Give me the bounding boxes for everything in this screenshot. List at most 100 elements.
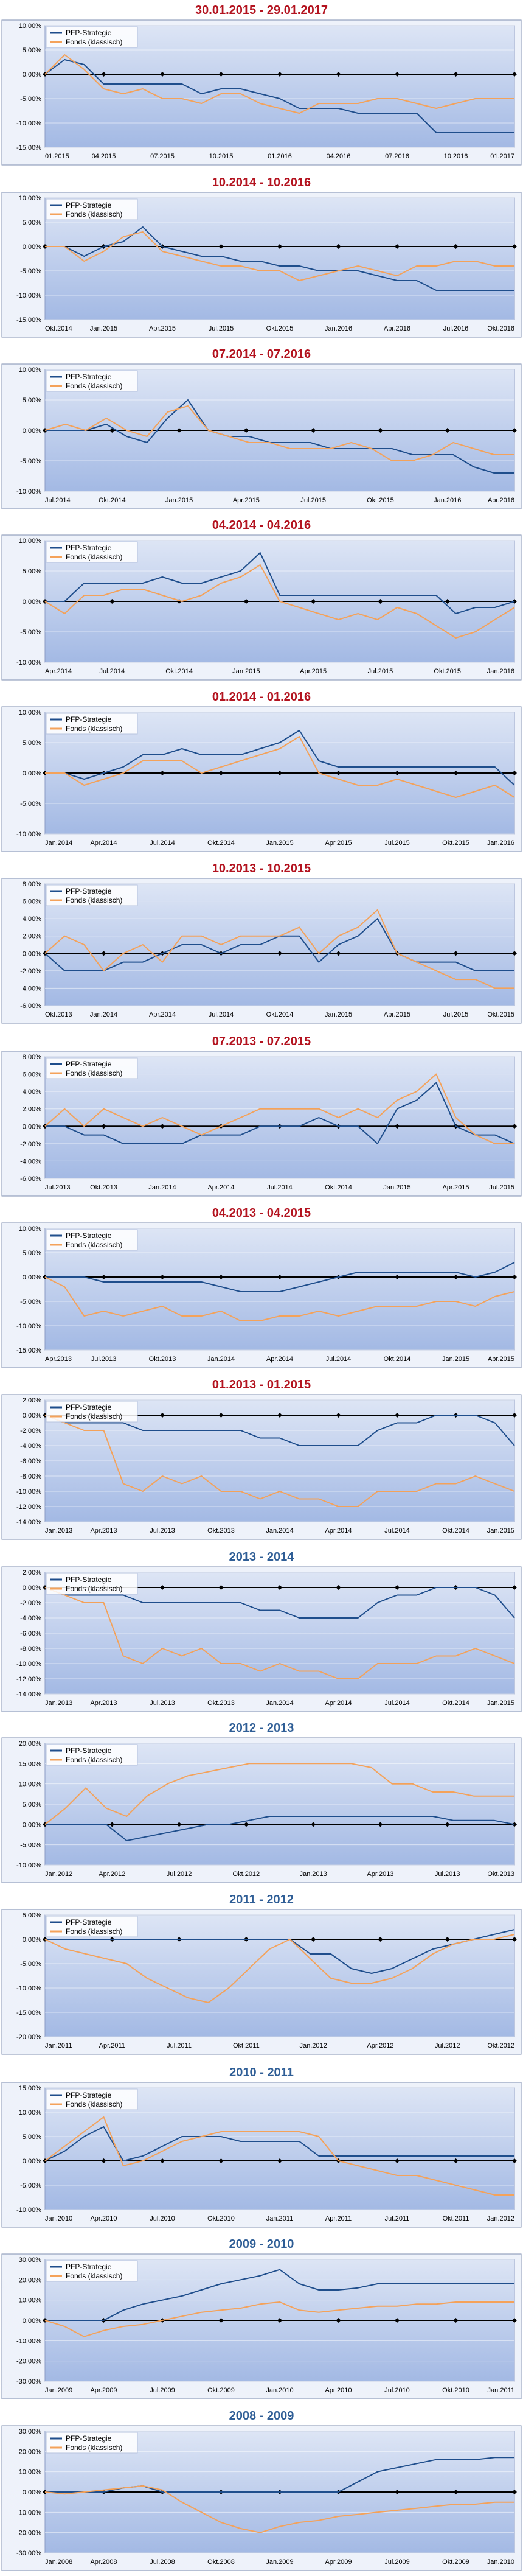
x-tick-label: 10.2015	[209, 153, 234, 160]
zero-line-marker	[277, 1275, 282, 1279]
x-tick-label: Okt.2013	[207, 1527, 235, 1535]
zero-line-marker	[101, 1275, 106, 1279]
legend-label: PFP-Strategie	[66, 29, 112, 37]
x-tick-label: Apr.2014	[45, 668, 72, 675]
series-line-fonds	[44, 1763, 514, 1825]
y-tick-label: 5,00%	[23, 47, 41, 54]
y-tick-label: 10,00%	[19, 23, 42, 30]
y-tick-label: 10,00%	[19, 1781, 42, 1788]
zero-line-marker	[445, 599, 450, 604]
y-tick-label: -20,00%	[16, 2530, 41, 2537]
x-tick-label: Jan.2015	[165, 497, 193, 504]
zero-line-marker	[512, 244, 517, 249]
legend-box	[46, 2088, 138, 2110]
x-tick-label: Jan.2014	[45, 839, 72, 847]
series-line-fonds	[44, 2301, 514, 2337]
x-tick-label: Apr.2014	[325, 1527, 352, 1535]
chart-title: 01.2013 - 01.2015	[212, 1378, 311, 1391]
y-tick-label: 20,00%	[19, 2448, 42, 2455]
y-tick-label: 5,00%	[23, 740, 41, 747]
zero-line-marker	[160, 1124, 165, 1129]
zero-line-marker	[160, 1585, 165, 1590]
zero-line-marker	[277, 951, 282, 956]
x-tick-label: Okt.2014	[266, 1011, 294, 1018]
x-tick-label: Jan.2015	[442, 1356, 469, 1363]
x-tick-label: Jul.2015	[300, 497, 326, 504]
x-tick-label: Apr.2009	[90, 2387, 117, 2394]
line-chart: 30,00% 20,00% 10,00% 0,00% -10,00% -20,00% -30…	[1, 2253, 522, 2399]
y-tick-label: -14,00%	[16, 1691, 41, 1698]
line-chart: 10,00% 5,00% 0,00% -5,00% -10,00% -15,00% Okt.…	[1, 192, 522, 338]
x-tick-label: Okt.2013	[487, 1871, 514, 1878]
x-tick-label: Jan.2014	[266, 1699, 293, 1707]
x-tick-label: Jan.2015	[266, 839, 293, 847]
legend-label: Fonds (klassisch)	[66, 38, 122, 46]
x-tick-label: Jan.2014	[266, 1527, 293, 1535]
legend-label: Fonds (klassisch)	[66, 1927, 122, 1936]
legend-label: Fonds (klassisch)	[66, 210, 122, 219]
line-chart: 10,00% 5,00% 0,00% -5,00% -10,00% -15,00% 01.2…	[1, 19, 522, 166]
series-line-pfp-strategie	[44, 1587, 515, 1619]
x-tick-label: Apr.2015	[300, 668, 327, 675]
legend-label: PFP-Strategie	[66, 1575, 112, 1584]
y-tick-label: -10,00%	[16, 1323, 41, 1330]
chart-8: 04.2013 - 04.2015 10,00% 5,00% 0,00% -5,00% -…	[0, 1203, 523, 1372]
series-line-fonds	[45, 736, 515, 798]
legend-label: Fonds (klassisch)	[66, 1755, 122, 1764]
x-tick-label: Apr.2014	[266, 1356, 293, 1363]
y-tick-label: 15,00%	[19, 2085, 42, 2092]
zero-line-marker	[218, 771, 224, 775]
x-tick-label: Apr.2010	[90, 2215, 117, 2222]
x-tick-label: Jan.2014	[148, 1184, 176, 1191]
x-tick-label: Jan.2010	[487, 2558, 514, 2566]
zero-line-marker	[277, 72, 282, 77]
x-tick-label: Jul.2015	[209, 325, 234, 332]
zero-line-marker	[243, 599, 249, 604]
y-tick-label: -10,00%	[16, 659, 41, 667]
x-tick-label: Apr.2013	[90, 1699, 117, 1707]
x-tick-label: Apr.2015	[149, 325, 176, 332]
y-tick-label: -8,00%	[20, 1645, 41, 1653]
zero-line-marker	[109, 1822, 115, 1827]
series-line-fonds	[44, 1587, 515, 1679]
zero-line-marker	[453, 2158, 459, 2163]
legend-label: Fonds (klassisch)	[66, 1412, 122, 1421]
zero-line-marker	[512, 2490, 517, 2494]
x-tick-label: Okt.2015	[434, 668, 461, 675]
series-line-pfp-strategie	[45, 730, 515, 786]
x-tick-label: Jan.2012	[45, 1871, 72, 1878]
legend-label: PFP-Strategie	[66, 1060, 112, 1068]
x-tick-label: Okt.2009	[442, 2558, 469, 2566]
legend-label: Fonds (klassisch)	[66, 1069, 122, 1077]
y-tick-label: -4,00%	[20, 1615, 41, 1622]
x-tick-label: Jul.2016	[443, 325, 469, 332]
y-tick-label: 0,00%	[23, 427, 41, 435]
zero-line-marker	[395, 2158, 400, 2163]
x-tick-label: Okt.2014	[45, 325, 72, 332]
zero-line-marker	[453, 244, 459, 249]
legend-box	[46, 370, 138, 392]
x-tick-label: Apr.2010	[325, 2387, 352, 2394]
legend-box	[46, 1229, 138, 1251]
chart-6: 10.2013 - 10.2015 8,00% 6,00% 4,00% 2,00% 0,0…	[0, 858, 523, 1027]
x-tick-label: 10.2016	[444, 153, 468, 160]
zero-line-marker	[160, 771, 165, 775]
x-tick-label: Jan.2009	[45, 2387, 72, 2394]
y-tick-label: 8,00%	[23, 881, 41, 888]
legend-label: PFP-Strategie	[66, 373, 112, 381]
y-tick-label: 10,00%	[19, 2469, 42, 2476]
x-tick-label: Okt.2013	[90, 1184, 117, 1191]
series-line-pfp-strategie	[45, 226, 514, 291]
series-line-fonds	[44, 54, 514, 114]
chart-title: 10.2013 - 10.2015	[212, 862, 311, 875]
x-tick-label: Jul.2014	[267, 1184, 293, 1191]
y-tick-label: 30,00%	[19, 2428, 42, 2435]
y-tick-label: -10,00%	[16, 1862, 41, 1869]
series-line-fonds	[44, 1073, 514, 1144]
legend-label: Fonds (klassisch)	[66, 2272, 122, 2280]
line-chart: 8,00% 6,00% 4,00% 2,00% 0,00% -2,00% -4,00% -6,…	[1, 878, 522, 1024]
legend-box	[46, 2260, 138, 2282]
